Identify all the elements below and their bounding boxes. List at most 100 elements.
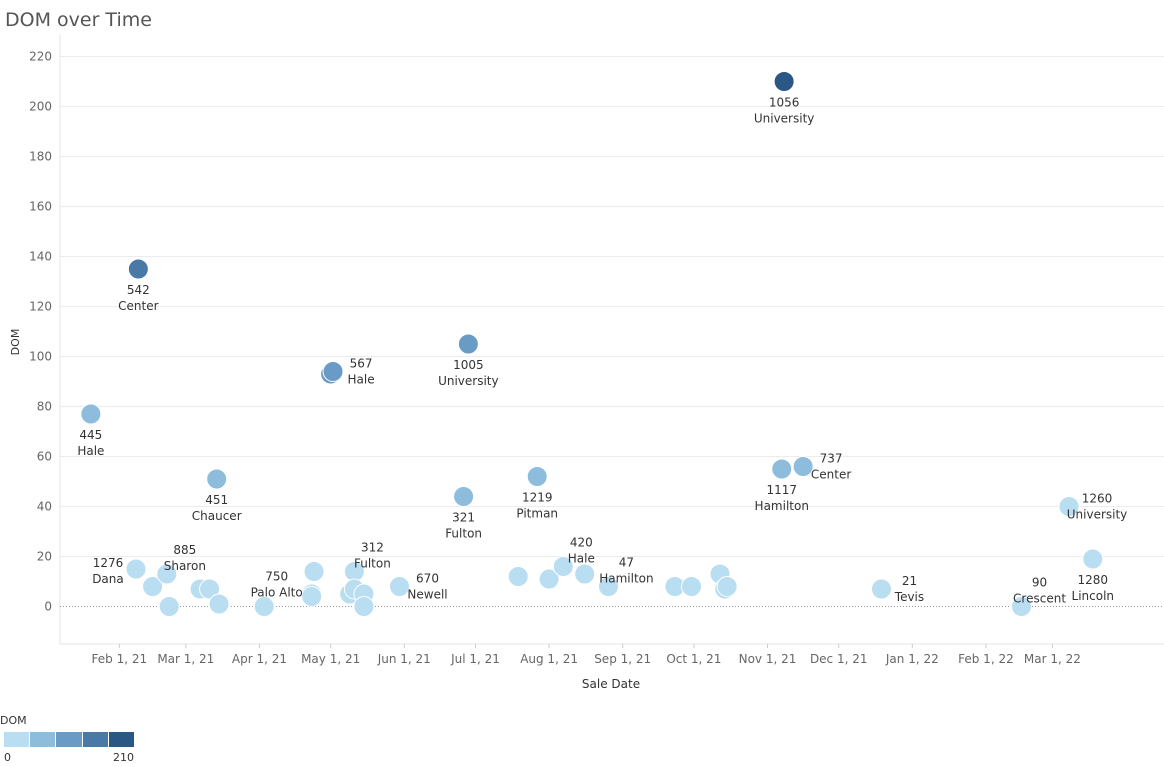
x-tick-label: Feb 1, 22 [958,652,1014,666]
data-points [80,71,1104,617]
point-label-id: 885 [173,543,196,557]
point-label-id: 542 [127,283,150,297]
point-label-id: 312 [361,541,384,555]
data-point[interactable] [792,456,814,477]
data-point[interactable] [552,556,574,577]
point-label-street: Newell [407,588,447,602]
data-point[interactable] [453,486,475,507]
data-point[interactable] [206,468,228,490]
point-label-street: University [1067,508,1128,522]
x-tick-label: Mar 1, 22 [1024,652,1081,666]
data-point[interactable] [1082,548,1104,570]
data-point[interactable] [389,576,411,597]
point-label-id: 1056 [769,96,800,110]
data-point[interactable] [1011,596,1033,617]
data-point[interactable] [301,586,323,607]
data-point[interactable] [156,563,178,585]
point-label-street: Hale [568,552,595,566]
legend-swatch [30,732,57,747]
data-point[interactable] [771,458,793,480]
x-tick-label: May 1, 21 [301,652,360,666]
point-label-street: Center [811,468,851,482]
data-point[interactable] [597,576,619,597]
y-tick-label: 100 [29,350,52,364]
x-tick-label: Feb 1, 21 [92,652,148,666]
x-tick-label: Dec 1, 21 [810,652,868,666]
point-label-id: 451 [205,493,228,507]
point-label-id: 1117 [766,483,797,497]
data-point[interactable] [507,566,529,587]
y-tick-label: 160 [29,200,52,214]
color-legend: DOM 0 210 [0,714,160,767]
data-point[interactable] [142,576,164,597]
data-point[interactable] [538,568,560,590]
point-label-id: 321 [452,511,475,525]
point-label-street: Fulton [445,527,482,541]
point-label-id: 750 [265,570,288,584]
data-point[interactable] [322,361,344,382]
legend-swatch [82,732,109,747]
y-tick-label: 0 [44,600,52,614]
point-label-street: Hale [77,444,104,458]
point-label-street: Palo Alto [251,586,303,600]
point-label-street: Chaucer [192,509,242,523]
y-tick-label: 80 [37,400,52,414]
point-label-street: Tevis [894,590,924,604]
data-point[interactable] [1058,496,1080,517]
point-label-id: 1280 [1078,573,1109,587]
y-tick-label: 140 [29,250,52,264]
point-label-street: Lincoln [1072,589,1115,603]
point-label-street: Hamilton [755,499,809,513]
point-label-id: 1005 [453,358,484,372]
x-tick-label: Oct 1, 21 [666,652,721,666]
y-axis-label: DOM [9,329,22,356]
point-label-street: Hamilton [599,572,653,586]
legend-color-ramp [4,732,136,747]
point-label-street: University [438,374,499,388]
data-point[interactable] [526,466,548,487]
data-point[interactable] [353,596,375,617]
gridlines [59,34,1164,645]
data-point[interactable] [199,578,221,600]
y-tick-label: 20 [37,550,52,564]
point-label-street: Dana [92,572,124,586]
y-tick-label: 200 [29,100,52,114]
point-label-street: Fulton [354,557,391,571]
data-point[interactable] [127,258,149,280]
y-tick-label: 180 [29,150,52,164]
point-label-id: 420 [570,536,593,550]
legend-swatch [4,732,31,747]
x-tick-label: Mar 1, 21 [157,652,214,666]
y-tick-label: 120 [29,300,52,314]
point-label-id: 445 [79,428,102,442]
data-point[interactable] [870,578,892,600]
point-label-street: Pitman [516,507,558,521]
data-point[interactable] [574,563,596,585]
y-tick-label: 40 [37,500,52,514]
data-point[interactable] [253,596,275,617]
legend-title: DOM [0,714,27,727]
x-tick-label: Jun 1, 21 [377,652,431,666]
data-point[interactable] [80,403,102,425]
data-point[interactable] [681,576,703,597]
x-tick-label: Jul 1, 21 [450,652,500,666]
y-tick-label: 60 [37,450,52,464]
chart-title: DOM over Time [5,9,152,31]
data-point[interactable] [457,333,479,355]
point-label-street: Sharon [164,559,206,573]
point-label-id: 1276 [93,556,124,570]
data-point[interactable] [158,596,180,617]
scatter-plot: 0 20 40 60 80 100 120 140 160 180 200 220 Feb 1, 21… [9,34,1164,691]
point-label-id: 737 [820,452,843,466]
data-point[interactable] [208,593,230,615]
data-point[interactable] [303,561,325,582]
x-tick-label: Sep 1, 21 [594,652,651,666]
data-point[interactable] [125,558,147,580]
point-label-street: Crescent [1013,592,1066,606]
y-tick-label: 220 [29,50,52,64]
data-point[interactable] [773,71,795,92]
data-point[interactable] [716,576,738,597]
legend-swatch [108,732,136,747]
point-label-id: 47 [619,556,634,570]
point-label-street: Center [118,299,158,313]
